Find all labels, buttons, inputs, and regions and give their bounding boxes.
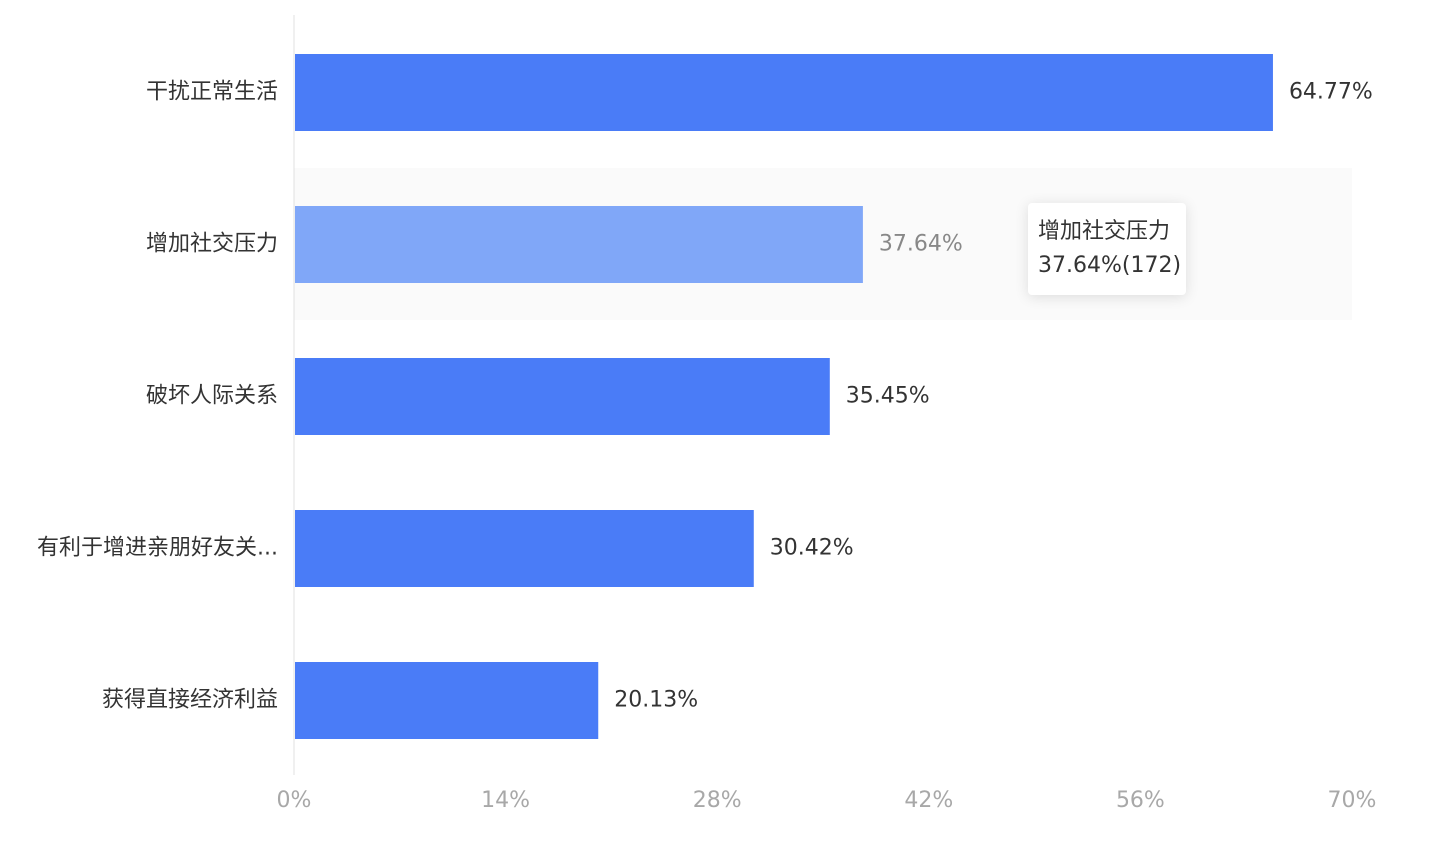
tooltip: 增加社交压力 37.64%(172) (1028, 203, 1186, 295)
category-label: 增加社交压力 (146, 232, 278, 257)
bar (295, 358, 830, 435)
tooltip-value: 37.64%(172) (1038, 253, 1182, 278)
bar (295, 510, 754, 587)
x-tick-label: 28% (693, 788, 742, 813)
tooltip-title: 增加社交压力 (1038, 219, 1171, 244)
x-tick-label: 42% (904, 788, 953, 813)
value-label: 20.13% (614, 688, 698, 713)
category-label: 干扰正常生活 (146, 80, 278, 105)
category-label: 破坏人际关系 (146, 384, 278, 409)
category-label: 有利于增进亲朋好友关... (37, 536, 278, 561)
value-label: 30.42% (770, 536, 854, 561)
value-label: 64.77% (1289, 80, 1373, 105)
value-label: 35.45% (846, 384, 930, 409)
x-tick-label: 70% (1328, 788, 1377, 813)
bar (295, 662, 599, 739)
category-label: 获得直接经济利益 (102, 688, 278, 713)
value-label: 37.64% (879, 232, 963, 257)
bar (295, 206, 863, 283)
x-tick-label: 56% (1116, 788, 1165, 813)
x-tick-label: 14% (481, 788, 530, 813)
x-tick-label: 0% (277, 788, 312, 813)
bar (295, 54, 1273, 131)
